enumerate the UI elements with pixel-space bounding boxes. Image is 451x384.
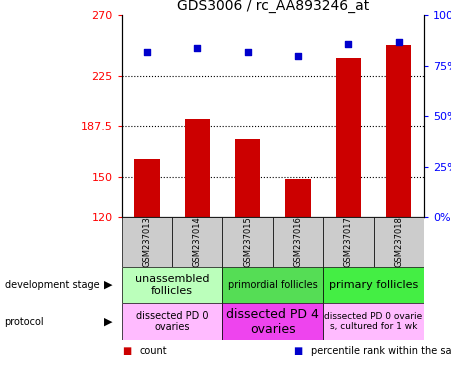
Title: GDS3006 / rc_AA893246_at: GDS3006 / rc_AA893246_at [177, 0, 369, 13]
Text: percentile rank within the sample: percentile rank within the sample [311, 346, 451, 356]
Text: ▶: ▶ [104, 280, 112, 290]
Text: protocol: protocol [5, 316, 44, 327]
Point [194, 45, 201, 51]
Text: ■: ■ [293, 346, 303, 356]
Text: ▶: ▶ [104, 316, 112, 327]
Text: GSM237018: GSM237018 [394, 217, 403, 267]
Text: GSM237017: GSM237017 [344, 217, 353, 267]
Bar [323, 267, 424, 303]
Point [345, 41, 352, 47]
Point [295, 53, 302, 59]
Bar [273, 217, 323, 267]
Bar [122, 303, 222, 340]
Bar [222, 267, 323, 303]
Text: unassembled
follicles: unassembled follicles [135, 274, 209, 296]
Bar [323, 217, 373, 267]
Text: GSM237014: GSM237014 [193, 217, 202, 267]
Bar [185, 119, 210, 217]
Bar [134, 159, 160, 217]
Text: GSM237015: GSM237015 [243, 217, 252, 267]
Bar [222, 217, 273, 267]
Bar [222, 303, 323, 340]
Text: GSM237013: GSM237013 [143, 217, 152, 267]
Bar [122, 217, 172, 267]
Bar [373, 217, 424, 267]
Text: dissected PD 0 ovarie
s, cultured for 1 wk: dissected PD 0 ovarie s, cultured for 1 … [324, 312, 423, 331]
Text: ■: ■ [122, 346, 131, 356]
Bar [336, 58, 361, 217]
Text: GSM237016: GSM237016 [294, 217, 303, 267]
Bar [172, 217, 222, 267]
Text: count: count [140, 346, 167, 356]
Text: primary follicles: primary follicles [329, 280, 418, 290]
Bar [386, 45, 411, 217]
Text: dissected PD 0
ovaries: dissected PD 0 ovaries [136, 311, 208, 333]
Text: dissected PD 4
ovaries: dissected PD 4 ovaries [226, 308, 319, 336]
Bar [285, 179, 311, 217]
Point [143, 49, 151, 55]
Point [395, 38, 402, 45]
Text: primordial follicles: primordial follicles [228, 280, 318, 290]
Text: development stage: development stage [5, 280, 99, 290]
Bar [235, 139, 260, 217]
Bar [323, 303, 424, 340]
Point [244, 49, 251, 55]
Bar [122, 267, 222, 303]
